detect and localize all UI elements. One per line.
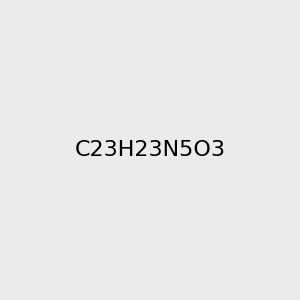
- Text: C23H23N5O3: C23H23N5O3: [74, 140, 226, 160]
